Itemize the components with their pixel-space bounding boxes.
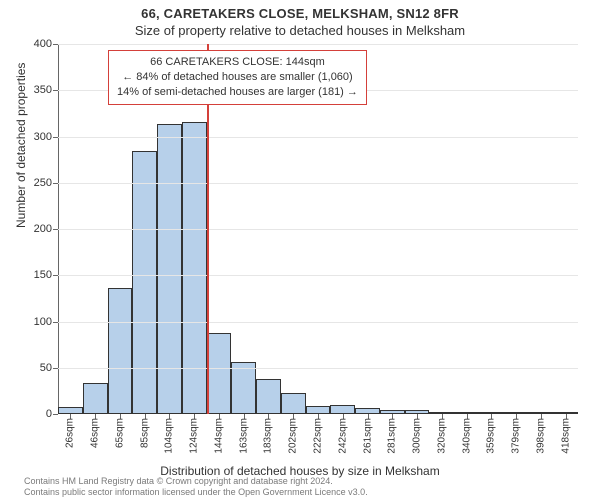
grid-line xyxy=(58,44,578,45)
x-tick-label: 26sqm xyxy=(65,414,76,448)
histogram-bar xyxy=(207,333,232,414)
x-tick-label: 144sqm xyxy=(213,414,224,454)
attribution-line-2: Contains public sector information licen… xyxy=(24,487,368,498)
y-tick-label: 200 xyxy=(34,223,58,235)
grid-line xyxy=(58,322,578,323)
y-tick-label: 150 xyxy=(34,269,58,281)
x-tick-label: 379sqm xyxy=(511,414,522,454)
y-tick-label: 50 xyxy=(40,362,58,374)
histogram-bar xyxy=(58,407,83,414)
annotation-line-2: ← 84% of detached houses are smaller (1,… xyxy=(117,70,358,85)
histogram-bar xyxy=(281,393,306,414)
histogram-bar xyxy=(108,288,133,414)
histogram-bar xyxy=(306,406,331,414)
y-tick-label: 100 xyxy=(34,316,58,328)
x-tick-label: 281sqm xyxy=(387,414,398,454)
x-tick-label: 300sqm xyxy=(412,414,423,454)
x-tick-label: 320sqm xyxy=(436,414,447,454)
histogram-bar xyxy=(83,383,108,414)
histogram-chart: 05010015020025030035040026sqm46sqm65sqm8… xyxy=(58,44,578,414)
x-tick-label: 202sqm xyxy=(288,414,299,454)
x-tick-label: 340sqm xyxy=(461,414,472,454)
x-tick-label: 222sqm xyxy=(313,414,324,454)
grid-line xyxy=(58,368,578,369)
histogram-bar xyxy=(157,124,182,414)
x-tick-label: 85sqm xyxy=(139,414,150,448)
x-tick-label: 124sqm xyxy=(189,414,200,454)
attribution-text: Contains HM Land Registry data © Crown c… xyxy=(24,476,368,499)
y-tick-label: 250 xyxy=(34,177,58,189)
y-axis-label: Number of detached properties xyxy=(14,63,28,228)
annotation-line-3: 14% of semi-detached houses are larger (… xyxy=(117,85,358,100)
annotation-box: 66 CARETAKERS CLOSE: 144sqm← 84% of deta… xyxy=(108,50,367,105)
grid-line xyxy=(58,183,578,184)
x-tick-label: 163sqm xyxy=(238,414,249,454)
x-tick-label: 65sqm xyxy=(114,414,125,448)
grid-line xyxy=(58,137,578,138)
histogram-bar xyxy=(132,151,157,414)
histogram-bar xyxy=(256,379,281,414)
x-tick-label: 261sqm xyxy=(362,414,373,454)
attribution-line-1: Contains HM Land Registry data © Crown c… xyxy=(24,476,368,487)
x-tick-label: 183sqm xyxy=(263,414,274,454)
subtitle: Size of property relative to detached ho… xyxy=(0,21,600,38)
page-title: 66, CARETAKERS CLOSE, MELKSHAM, SN12 8FR xyxy=(0,0,600,21)
y-tick-label: 0 xyxy=(46,408,58,420)
annotation-line-1: 66 CARETAKERS CLOSE: 144sqm xyxy=(117,55,358,70)
x-tick-label: 104sqm xyxy=(164,414,175,454)
histogram-bar xyxy=(231,362,256,414)
y-tick-label: 350 xyxy=(34,84,58,96)
histogram-bar xyxy=(182,122,207,414)
x-tick-label: 398sqm xyxy=(535,414,546,454)
x-tick-label: 242sqm xyxy=(337,414,348,454)
x-tick-label: 359sqm xyxy=(486,414,497,454)
y-tick-label: 400 xyxy=(34,38,58,50)
histogram-bar xyxy=(330,405,355,414)
x-tick-label: 418sqm xyxy=(560,414,571,454)
grid-line xyxy=(58,229,578,230)
x-tick-label: 46sqm xyxy=(90,414,101,448)
grid-line xyxy=(58,275,578,276)
y-tick-label: 300 xyxy=(34,131,58,143)
